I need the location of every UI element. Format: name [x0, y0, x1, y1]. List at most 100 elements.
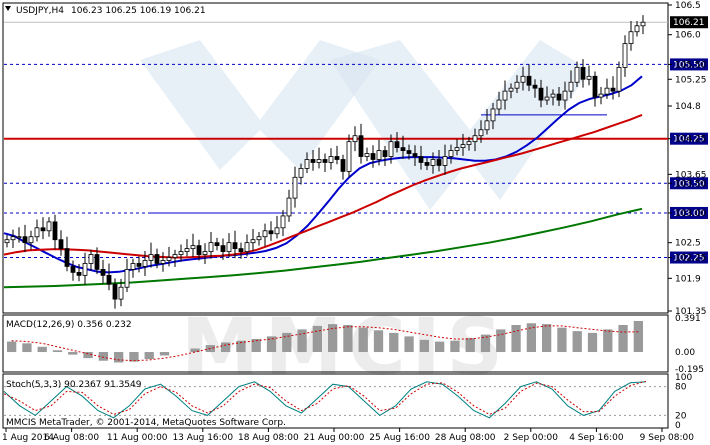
- candle-body: [208, 242, 214, 252]
- ma-line-1: [3, 75, 643, 274]
- candle-body: [508, 87, 514, 92]
- logo-shape-left: [140, 40, 380, 170]
- candle-body: [436, 159, 442, 166]
- candle-body: [394, 141, 400, 149]
- candle-body: [70, 266, 76, 273]
- candle-body: [16, 236, 22, 239]
- stoch-tick-label: 100: [675, 373, 692, 383]
- level-tag-label: 103.50: [673, 179, 705, 189]
- candle-body: [604, 87, 610, 95]
- level-tag-label: 105.50: [673, 60, 705, 70]
- level-tag: [670, 251, 708, 264]
- candle-body: [352, 135, 358, 143]
- candle-body: [262, 230, 268, 238]
- level-tag: [670, 206, 708, 219]
- macd-tick-label: 0.00: [675, 348, 695, 358]
- time-tick-label: 28 Aug 08:00: [435, 433, 496, 443]
- candle-body: [418, 156, 424, 163]
- stoch-tick-label: 0: [675, 421, 681, 431]
- candle-body: [568, 81, 574, 92]
- candle-body: [10, 236, 16, 241]
- level-tag-label: 106.21: [673, 18, 705, 28]
- candle-body: [556, 93, 562, 101]
- candle-body: [574, 66, 580, 83]
- stoch-tick-label: 20: [675, 411, 687, 421]
- price-tick-label: 103.00: [675, 209, 707, 219]
- title-arrow-icon: [5, 6, 11, 11]
- candle-body: [232, 242, 238, 250]
- stoch-main-line: [3, 381, 647, 419]
- time-tick-label: 21 Aug 00:00: [304, 433, 365, 443]
- candle-body: [214, 242, 220, 247]
- level-tag: [670, 132, 708, 145]
- candle-body: [4, 239, 10, 244]
- candle-body: [370, 153, 376, 160]
- price-tick-label: 103.65: [675, 170, 707, 180]
- candle-body: [274, 227, 280, 235]
- candle-body: [580, 66, 586, 80]
- candle-body: [190, 245, 196, 250]
- candle-body: [550, 93, 556, 98]
- candle-body: [472, 135, 478, 143]
- candle-body: [298, 167, 304, 178]
- level-lines: 106.21 105.50 104.25 103.50 103.00 102.25: [4, 16, 708, 264]
- time-tick-label: 1 Aug 2014: [2, 433, 54, 443]
- price-tick-label: 101.9: [675, 274, 701, 284]
- level-tag-label: 102.25: [673, 254, 705, 264]
- candle-body: [430, 159, 436, 166]
- candle-body: [28, 236, 34, 244]
- watermark-text: MMCIS: [181, 303, 509, 393]
- candle-body: [250, 239, 256, 244]
- price-axis: 106.5106.0105.50105.25104.8104.25103.651…: [668, 1, 707, 317]
- candle-body: [598, 93, 604, 98]
- candle-body: [136, 263, 142, 267]
- stoch-signal-line: [3, 380, 647, 415]
- candle-body: [502, 90, 508, 101]
- ohlc-readout: 106.23 106.25 106.19 106.21: [71, 6, 206, 16]
- candle-body: [514, 81, 520, 89]
- time-tick-label: 6 Aug 08:00: [44, 433, 99, 443]
- candle-body: [364, 153, 370, 157]
- candle-body: [244, 242, 250, 252]
- price-tick-label: 105.25: [675, 75, 707, 85]
- time-tick-label: 2 Sep 00:00: [504, 433, 559, 443]
- copyright-text: MMCIS MetaTrader, © 2001-2014, MetaQuote…: [6, 418, 286, 428]
- ma-line-2: [3, 113, 643, 259]
- candle-body: [496, 99, 502, 110]
- candle-body: [202, 251, 208, 255]
- candle-body: [148, 254, 154, 261]
- macd-indicator: 0.391 0.00 -0.195: [7, 314, 704, 375]
- stoch-label: Stoch(5,3,3) 90.2367 91.3549: [6, 380, 142, 390]
- chart-title: USDJPY,H4: [16, 6, 64, 16]
- candle-body: [34, 227, 40, 238]
- candle-body: [154, 254, 160, 264]
- candle-body: [538, 87, 544, 101]
- candle-body: [334, 156, 340, 160]
- candle-body: [616, 66, 622, 92]
- price-tick-label: 102.25: [675, 254, 707, 264]
- candle-body: [610, 87, 616, 92]
- candle-body: [424, 162, 430, 166]
- candle-body: [82, 263, 88, 276]
- price-tick-label: 103.50: [675, 179, 707, 189]
- candle-body: [286, 197, 292, 217]
- candle-body: [346, 141, 352, 172]
- stoch-pane-frame: [2, 373, 669, 429]
- candle-body: [466, 141, 472, 146]
- candle-body: [592, 75, 598, 98]
- candle-body: [562, 90, 568, 101]
- level-tag: [670, 177, 708, 190]
- macd-signal-line: [11, 325, 639, 362]
- candle-body: [634, 25, 640, 33]
- price-tick-label: 101.35: [675, 307, 707, 317]
- candle-body: [358, 135, 364, 157]
- candle-body: [142, 260, 148, 267]
- candle-body: [442, 156, 448, 166]
- macd-label: MACD(12,26,9) 0.356 0.232: [6, 320, 132, 330]
- stoch-tick-label: 80: [675, 383, 687, 393]
- price-tick-label: 104.8: [675, 102, 701, 112]
- time-tick-label: 18 Aug 08:00: [238, 433, 299, 443]
- candle-body: [184, 248, 190, 252]
- candle-body: [640, 21, 646, 27]
